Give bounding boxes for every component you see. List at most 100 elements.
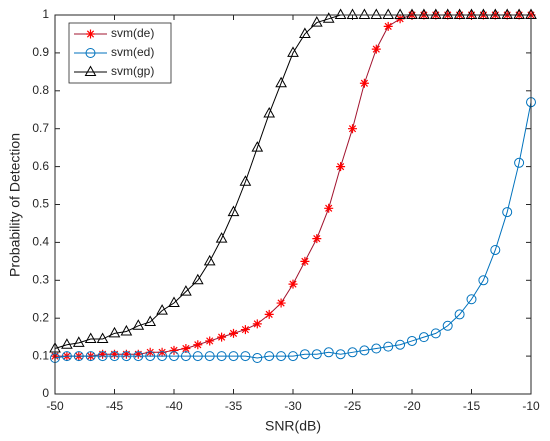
- marker: [97, 351, 108, 362]
- marker: [85, 351, 96, 362]
- marker: [229, 328, 238, 338]
- marker: [323, 347, 334, 358]
- marker: [228, 351, 239, 362]
- legend-marker: [86, 29, 95, 39]
- x-tick-label: -40: [165, 399, 183, 413]
- marker: [324, 203, 334, 213]
- marker: [110, 349, 119, 359]
- marker: [288, 279, 298, 289]
- marker: [168, 296, 180, 308]
- marker: [263, 107, 276, 118]
- marker: [418, 8, 430, 19]
- marker: [239, 175, 252, 186]
- marker: [73, 351, 84, 362]
- marker: [359, 78, 369, 88]
- marker: [120, 324, 133, 336]
- marker: [191, 273, 204, 285]
- marker: [382, 8, 395, 19]
- marker: [275, 76, 287, 88]
- marker: [287, 46, 299, 57]
- marker: [514, 157, 525, 168]
- marker: [251, 141, 264, 152]
- marker: [311, 349, 322, 360]
- marker: [371, 44, 381, 54]
- marker: [121, 349, 131, 359]
- marker: [299, 349, 310, 360]
- marker: [348, 124, 357, 134]
- legend-label: svm(ed): [111, 45, 154, 59]
- marker: [133, 351, 144, 362]
- legend-label: svm(gp): [111, 64, 154, 78]
- marker: [478, 275, 489, 286]
- marker: [145, 351, 156, 362]
- marker: [300, 256, 310, 266]
- marker: [430, 328, 441, 339]
- x-axis-label: SNR(dB): [265, 418, 321, 434]
- y-tick-label: 1: [42, 7, 49, 21]
- marker: [383, 341, 394, 352]
- marker: [489, 8, 502, 19]
- x-tick-label: -35: [225, 399, 243, 413]
- marker: [310, 16, 323, 27]
- series-line: [54, 102, 532, 359]
- marker: [240, 325, 250, 335]
- marker: [61, 338, 73, 349]
- marker: [108, 326, 121, 338]
- marker: [513, 8, 525, 19]
- marker: [322, 12, 335, 23]
- marker: [490, 244, 501, 255]
- marker: [180, 285, 192, 296]
- marker: [193, 340, 203, 350]
- marker: [217, 332, 227, 342]
- x-tick-label: -15: [463, 399, 481, 413]
- marker: [465, 8, 478, 19]
- marker: [418, 332, 429, 343]
- marker: [203, 254, 216, 266]
- marker: [61, 351, 72, 362]
- x-tick-label: -45: [106, 399, 124, 413]
- marker: [336, 162, 346, 172]
- marker: [288, 351, 298, 362]
- marker: [157, 347, 167, 357]
- marker: [227, 205, 240, 217]
- marker: [501, 8, 514, 19]
- marker: [96, 332, 109, 344]
- marker: [205, 336, 215, 346]
- y-tick-label: 0.6: [32, 159, 49, 173]
- marker: [276, 351, 287, 362]
- y-tick-label: 0.2: [32, 310, 49, 324]
- marker: [98, 349, 108, 359]
- marker: [453, 8, 466, 19]
- marker: [216, 351, 227, 362]
- marker: [215, 232, 228, 243]
- legend: svm(de) svm(ed) svm(gp): [68, 22, 172, 84]
- marker: [109, 351, 120, 362]
- marker: [466, 294, 477, 305]
- marker: [252, 352, 263, 363]
- marker: [299, 27, 311, 38]
- marker: [395, 339, 406, 350]
- x-tick-label: -20: [403, 399, 421, 413]
- marker: [264, 309, 274, 319]
- marker: [276, 298, 286, 308]
- marker: [371, 343, 382, 354]
- marker: [359, 345, 370, 356]
- marker: [383, 21, 393, 31]
- y-tick-label: 0.8: [32, 83, 49, 97]
- y-tick-label: 0.4: [32, 235, 49, 249]
- marker: [264, 351, 275, 362]
- x-tick-label: -10: [522, 399, 540, 413]
- y-tick-label: 0.3: [32, 272, 49, 286]
- y-tick-label: 0.1: [32, 348, 49, 362]
- y-axis-label: Probability of Detection: [7, 133, 23, 277]
- x-tick-label: -50: [46, 399, 64, 413]
- marker: [169, 345, 179, 355]
- marker: [144, 315, 157, 326]
- marker: [441, 8, 454, 19]
- marker: [84, 332, 97, 344]
- marker: [145, 347, 155, 357]
- legend-marker: [84, 65, 97, 76]
- marker: [502, 207, 513, 218]
- marker: [132, 319, 145, 330]
- marker: [429, 8, 442, 19]
